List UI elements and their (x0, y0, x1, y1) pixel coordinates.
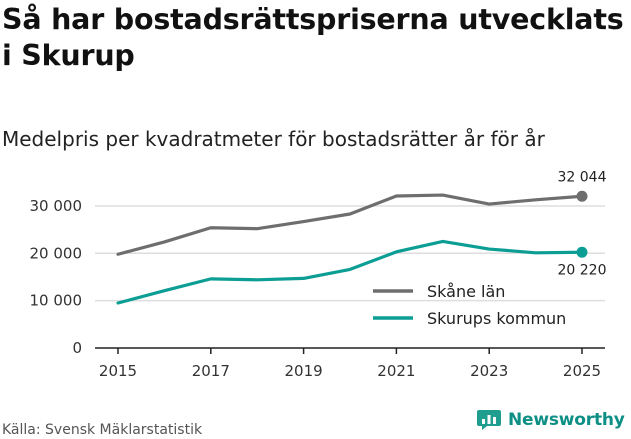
x-tick-label: 2021 (377, 362, 415, 380)
end-value-labels: 32 044 20 220 (558, 169, 607, 278)
legend-label: Skurups kommun (427, 309, 566, 328)
x-tick-label: 2025 (563, 362, 601, 380)
newsworthy-logo-icon (477, 410, 501, 430)
source-note: Källa: Svensk Mäklarstatistik (2, 422, 203, 438)
y-axis-ticks: 0 10 000 20 000 30 000 (30, 197, 83, 357)
legend: Skåne län Skurups kommun (373, 282, 566, 328)
end-value-label: 32 044 (558, 169, 607, 185)
y-tick-label: 30 000 (30, 197, 83, 215)
end-marker (576, 246, 588, 258)
series-end-markers (576, 190, 588, 258)
gridlines (95, 205, 605, 302)
series-line-skane-lan (116, 193, 584, 256)
y-tick-label: 0 (72, 339, 82, 357)
x-tick-label: 2019 (285, 362, 323, 380)
x-tick-label: 2023 (470, 362, 508, 380)
series-lines (116, 193, 584, 305)
y-tick-label: 10 000 (30, 292, 83, 310)
x-tick-label: 2015 (99, 362, 137, 380)
chart-title: Så har bostadsrättspriserna utvecklats i… (2, 3, 624, 72)
x-axis: 2015 2017 2019 2021 2023 2025 (95, 347, 605, 380)
series-line-skurups-kommun (116, 239, 584, 305)
chart-subtitle: Medelpris per kvadratmeter för bostadsrä… (2, 127, 545, 151)
end-value-label: 20 220 (558, 262, 607, 278)
y-tick-label: 20 000 (30, 244, 83, 262)
x-tick-label: 2017 (192, 362, 230, 380)
legend-label: Skåne län (427, 282, 505, 301)
line-chart: 0 10 000 20 000 30 000 2015 2017 2019 2021 2023… (30, 169, 607, 380)
brand-name: Newsworthy (508, 410, 625, 430)
newsworthy-logo: Newsworthy (476, 408, 625, 432)
end-marker (576, 190, 588, 202)
